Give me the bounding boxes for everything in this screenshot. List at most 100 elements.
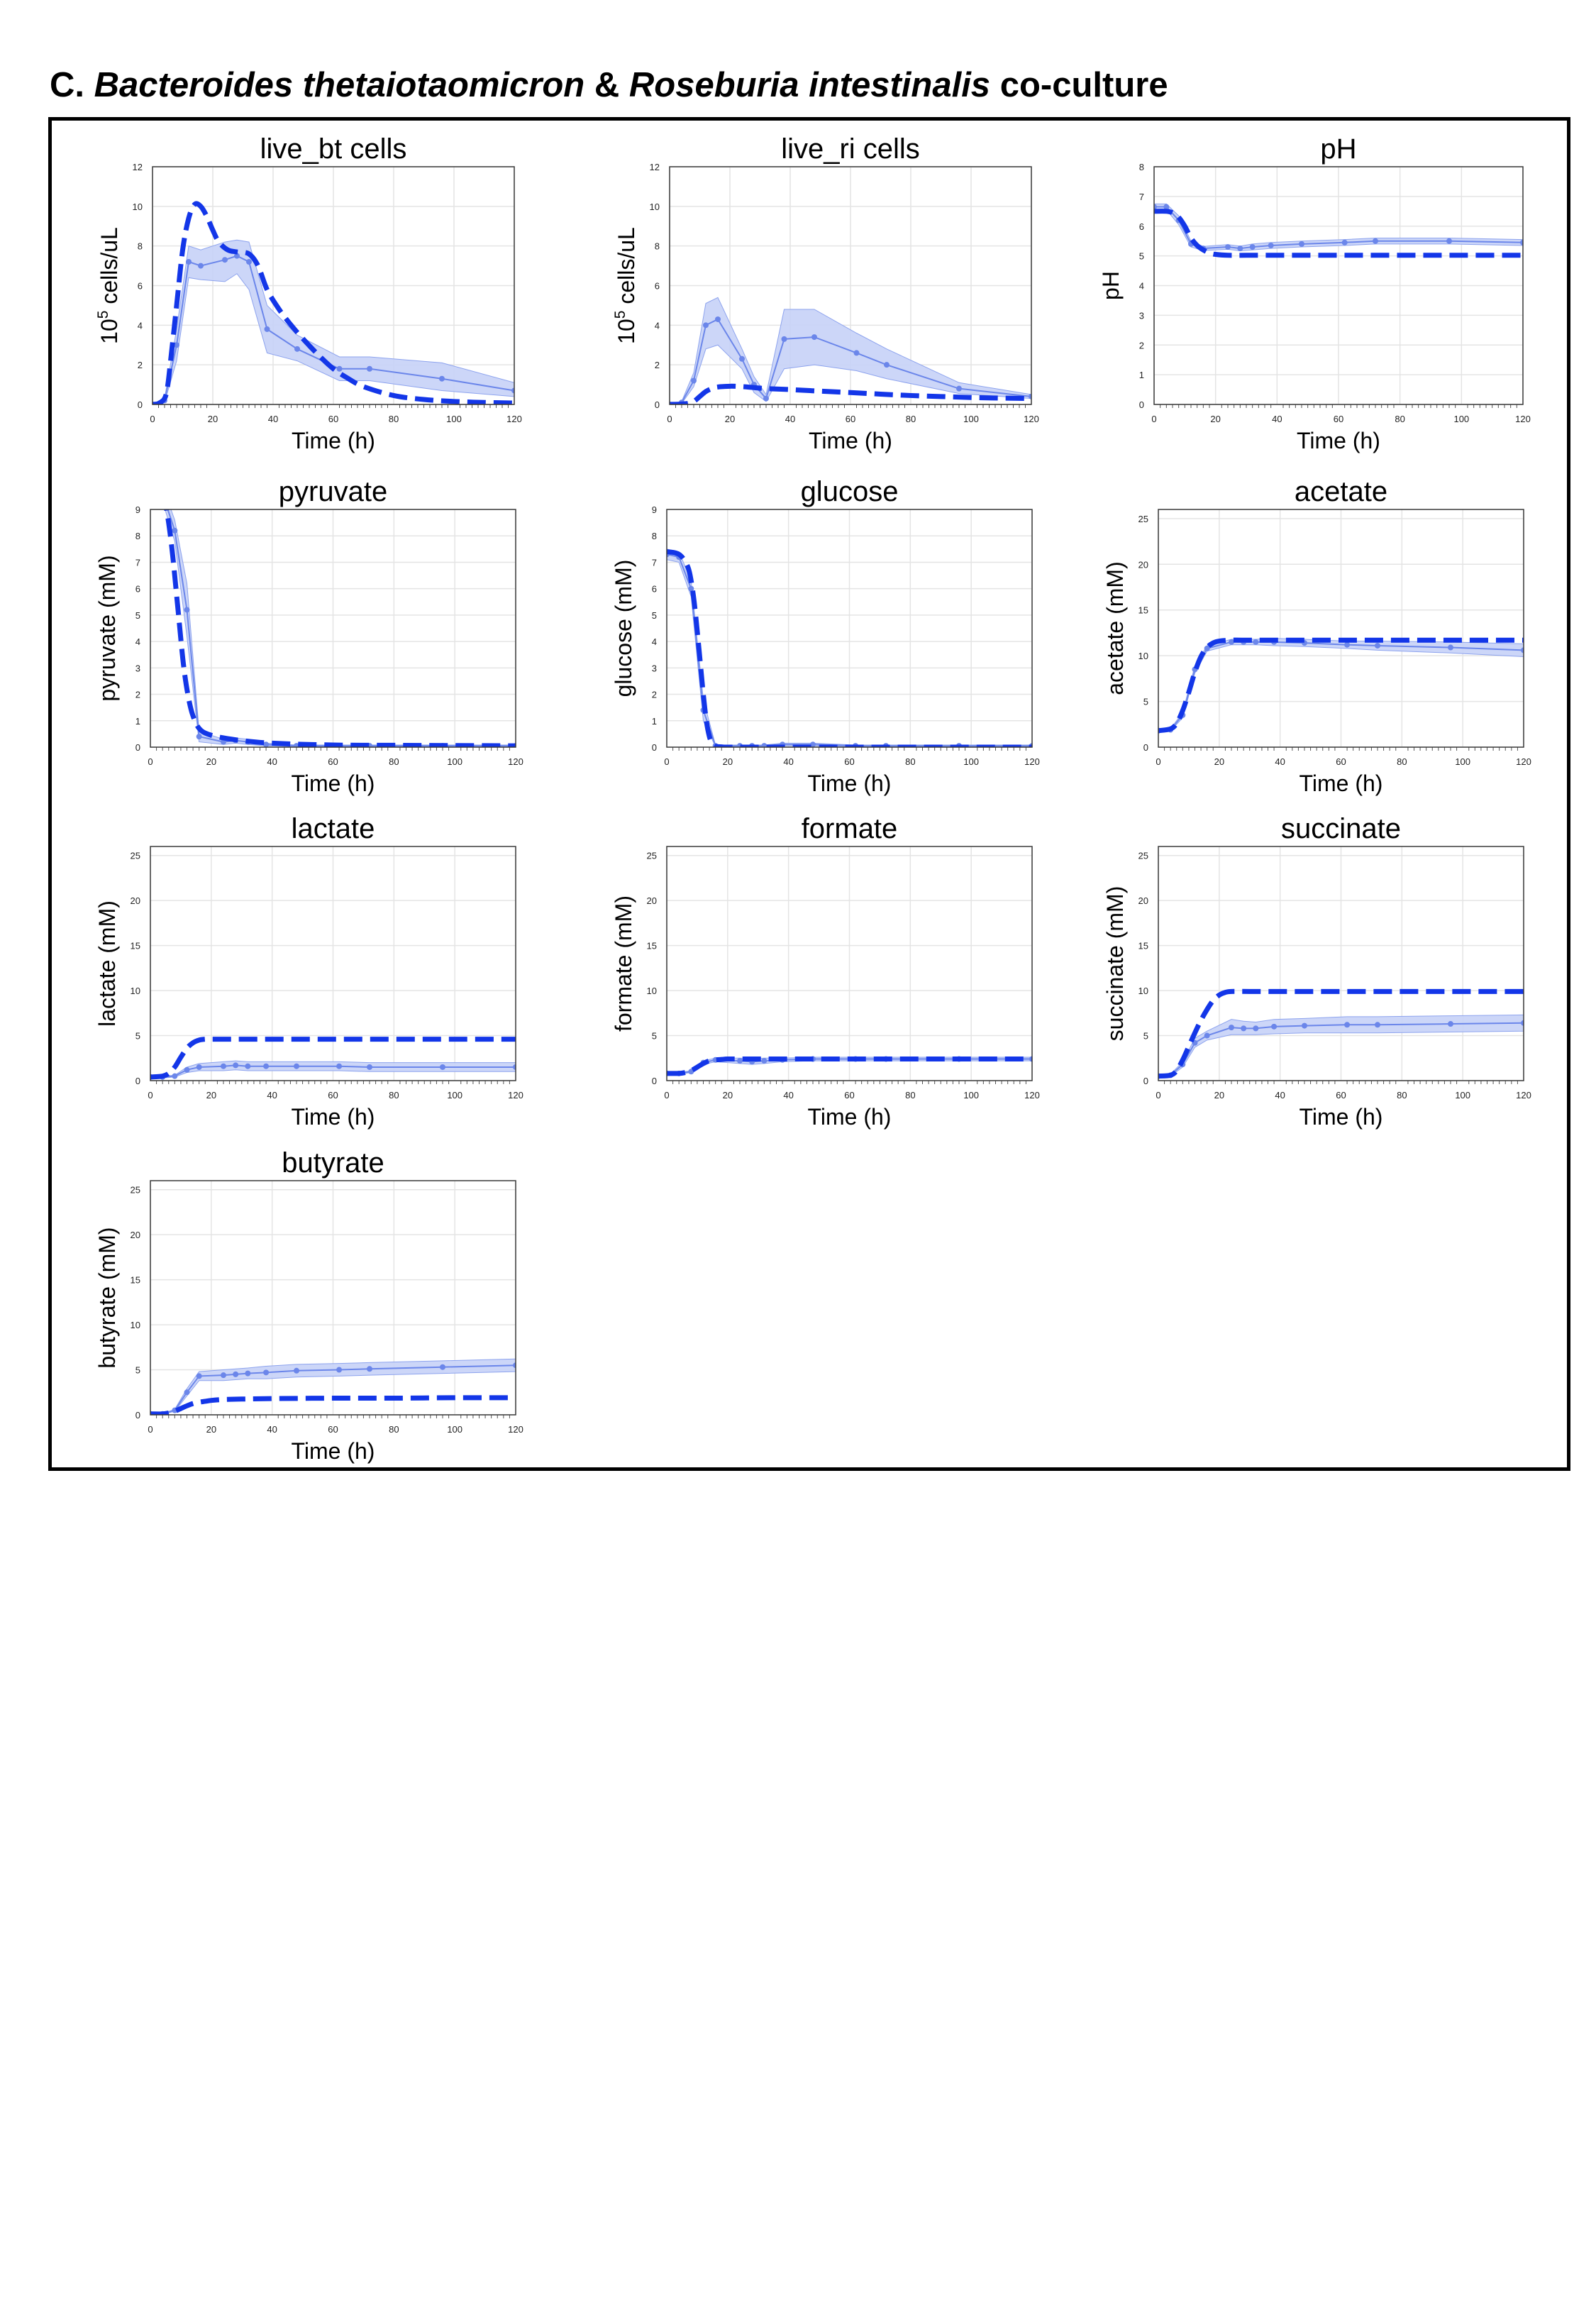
model-line bbox=[1158, 988, 1524, 1079]
x-tick-label: 100 bbox=[446, 414, 462, 424]
y-tick-label: 25 bbox=[131, 1185, 140, 1196]
x-tick-label: 20 bbox=[206, 1424, 216, 1435]
x-tick-label: 60 bbox=[1336, 1090, 1346, 1100]
y-tick-label: 10 bbox=[131, 986, 140, 996]
data-point bbox=[956, 385, 962, 392]
data-point bbox=[336, 1367, 343, 1373]
y-tick-label: 5 bbox=[1139, 251, 1144, 262]
data-point bbox=[715, 316, 721, 322]
data-point bbox=[1446, 238, 1452, 244]
y-tick-label: 15 bbox=[1138, 941, 1148, 951]
x-tick-label: 120 bbox=[508, 1424, 523, 1435]
data-point bbox=[174, 342, 179, 348]
y-tick-label: 20 bbox=[131, 895, 140, 906]
x-axis-label: Time (h) bbox=[808, 771, 892, 796]
y-tick-label: 5 bbox=[135, 610, 140, 621]
data-point bbox=[184, 1389, 190, 1396]
y-tick-label: 3 bbox=[135, 663, 140, 673]
plot-area bbox=[667, 548, 1032, 747]
data-point bbox=[196, 1064, 202, 1070]
model-line bbox=[164, 509, 516, 747]
data-point bbox=[1241, 1025, 1247, 1032]
x-tick-label: 60 bbox=[844, 756, 854, 767]
data-point bbox=[781, 336, 787, 342]
y-tick-label: 5 bbox=[135, 1365, 140, 1376]
y-tick-label: 10 bbox=[647, 986, 657, 996]
x-tick-label: 40 bbox=[1272, 414, 1282, 424]
data-point bbox=[884, 362, 890, 368]
x-axis-label: Time (h) bbox=[1299, 771, 1383, 796]
y-tick-label: 20 bbox=[131, 1230, 140, 1240]
y-tick-label: 4 bbox=[655, 320, 660, 331]
data-point bbox=[440, 1364, 445, 1370]
x-tick-label: 40 bbox=[1275, 756, 1285, 767]
data-point bbox=[691, 377, 697, 384]
data-point bbox=[853, 350, 860, 356]
data-point bbox=[294, 1063, 299, 1069]
y-tick-label: 8 bbox=[652, 531, 657, 541]
y-tick-label: 6 bbox=[652, 584, 657, 595]
x-tick-label: 60 bbox=[328, 414, 338, 424]
x-tick-label: 40 bbox=[267, 1424, 277, 1435]
y-axis-label: 105 cells/uL bbox=[612, 227, 639, 344]
data-point bbox=[513, 1362, 516, 1369]
data-point bbox=[221, 1063, 226, 1069]
y-tick-label: 7 bbox=[135, 557, 140, 568]
x-tick-label: 120 bbox=[1024, 1090, 1040, 1100]
y-tick-label: 10 bbox=[1138, 651, 1148, 661]
plot-area bbox=[153, 201, 514, 404]
data-point bbox=[367, 365, 372, 372]
y-label-exponent: 5 bbox=[612, 311, 628, 319]
x-tick-label: 0 bbox=[664, 756, 669, 767]
chart-panel: 0 20 40 60 80 100 120 0 2 4 6 8 10 12 live_ri cells Tim… bbox=[612, 133, 1039, 453]
data-point bbox=[245, 1063, 251, 1069]
plot-area bbox=[1158, 988, 1524, 1079]
data-point bbox=[196, 734, 202, 740]
data-point bbox=[1373, 238, 1378, 244]
organism-2: Roseburia intestinalis bbox=[628, 66, 991, 104]
x-axis-label: Time (h) bbox=[809, 428, 892, 453]
x-tick-label: 0 bbox=[148, 1090, 153, 1100]
y-tick-label: 15 bbox=[131, 1275, 140, 1286]
error-band bbox=[1158, 1014, 1524, 1078]
x-tick-label: 80 bbox=[1395, 414, 1404, 424]
x-tick-label: 120 bbox=[506, 414, 522, 424]
x-tick-label: 120 bbox=[1024, 756, 1040, 767]
y-tick-label: 0 bbox=[1143, 1076, 1148, 1086]
figure-heading: C. Bacteroides thetaiotaomicron & Rosebu… bbox=[50, 65, 1168, 105]
y-tick-label: 0 bbox=[652, 1076, 657, 1086]
data-point bbox=[1375, 642, 1380, 649]
data-point bbox=[1344, 1022, 1351, 1028]
y-tick-label: 20 bbox=[1138, 895, 1148, 906]
y-tick-label: 6 bbox=[138, 281, 143, 292]
axes-frame bbox=[150, 509, 516, 748]
plot-area bbox=[670, 297, 1031, 404]
model-line bbox=[153, 201, 514, 404]
y-label-exponent: 5 bbox=[95, 311, 111, 319]
chart-panel: 0 20 40 60 80 100 120 0 5 10 15 20 25 succinate Time (… bbox=[1102, 813, 1531, 1130]
y-axis-label: glucose (mM) bbox=[611, 560, 636, 697]
data-point bbox=[513, 1064, 516, 1070]
model-line bbox=[1158, 637, 1524, 734]
x-tick-label: 120 bbox=[1024, 414, 1039, 424]
y-tick-label: 9 bbox=[135, 504, 140, 515]
x-tick-label: 60 bbox=[328, 1424, 338, 1435]
y-tick-label: 5 bbox=[1143, 697, 1148, 707]
data-point bbox=[367, 1064, 372, 1070]
y-tick-label: 0 bbox=[135, 1076, 140, 1086]
y-tick-label: 20 bbox=[647, 895, 657, 906]
data-point bbox=[1299, 241, 1304, 247]
axes-frame bbox=[666, 509, 1033, 748]
x-tick-label: 40 bbox=[268, 414, 278, 424]
y-axis-label: succinate (mM) bbox=[1102, 886, 1128, 1042]
x-tick-label: 0 bbox=[667, 414, 672, 424]
data-point bbox=[1154, 204, 1157, 210]
chart-title: acetate bbox=[1295, 476, 1387, 507]
x-tick-label: 20 bbox=[723, 756, 733, 767]
data-line bbox=[153, 255, 514, 404]
x-tick-label: 100 bbox=[447, 1424, 462, 1435]
data-point bbox=[440, 1064, 445, 1070]
data-point bbox=[367, 1366, 372, 1372]
x-tick-label: 0 bbox=[150, 414, 155, 424]
data-point bbox=[811, 334, 817, 341]
